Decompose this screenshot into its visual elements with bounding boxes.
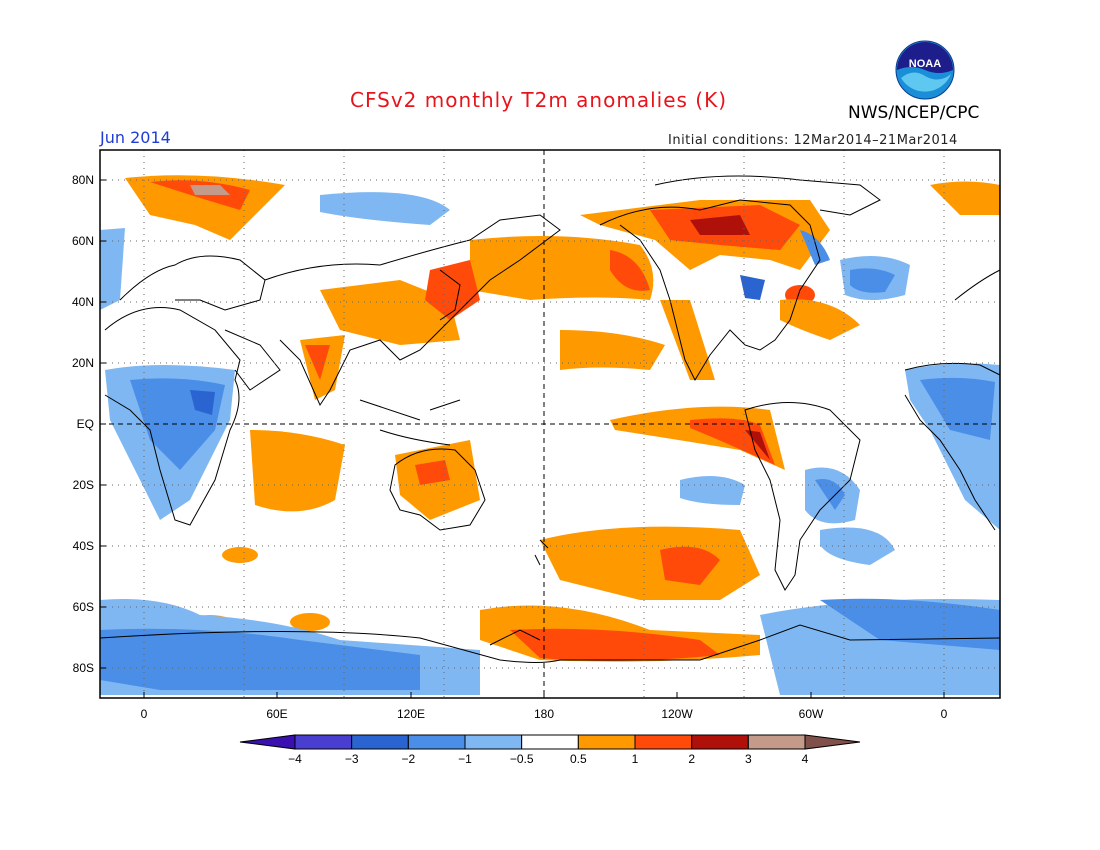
lat-label: 80S: [73, 661, 94, 675]
colorbar-segment: [407, 734, 466, 750]
equator-dateline: [100, 150, 1000, 698]
colorbar: −4 −3 −2 −1 −0.5 0.5 1 2 3 4: [239, 734, 861, 766]
lat-lon-grid: [100, 150, 1000, 698]
noaa-logo: NOAA: [895, 40, 955, 100]
lat-label: 40N: [72, 295, 94, 309]
lat-labels: 80N 60N 40N 20N EQ 20S 40S 60S 80S: [72, 173, 94, 675]
lat-label: EQ: [77, 417, 94, 431]
colorbar-segment: [294, 734, 353, 750]
colorbar-segment: [577, 734, 636, 750]
lat-label: 40S: [73, 539, 94, 553]
colorbar-label: −0.5: [510, 752, 534, 766]
agency-label: NWS/NCEP/CPC: [848, 103, 980, 123]
lat-label: 80N: [72, 173, 94, 187]
colorbar-segment: [634, 734, 693, 750]
colorbar-label: 4: [802, 752, 809, 766]
colorbar-max-arrow: [804, 734, 861, 750]
colorbar-label: 2: [688, 752, 695, 766]
colorbar-label: −3: [345, 752, 359, 766]
colorbar-min-arrow: [239, 734, 296, 750]
lat-label: 20S: [73, 478, 94, 492]
forecast-month: Jun 2014: [100, 128, 171, 147]
lon-label: 180: [534, 707, 554, 721]
anomaly-fields: [100, 175, 1000, 695]
colorbar-segment: [747, 734, 806, 750]
axis-ticks: [100, 179, 945, 698]
lon-label: 120E: [397, 707, 425, 721]
lon-label: 120W: [661, 707, 693, 721]
lon-label: 60E: [266, 707, 287, 721]
colorbar-label: −2: [401, 752, 415, 766]
lon-label: 60W: [799, 707, 824, 721]
colorbar-segment: [464, 734, 523, 750]
svg-text:NOAA: NOAA: [909, 58, 941, 70]
colorbar-label: 3: [745, 752, 752, 766]
lon-label: 0: [941, 707, 948, 721]
lat-label: 60S: [73, 600, 94, 614]
initial-conditions: Initial conditions: 12Mar2014–21Mar2014: [668, 133, 958, 148]
map-title: CFSv2 monthly T2m anomalies (K): [350, 88, 727, 112]
colorbar-label: 1: [632, 752, 639, 766]
colorbar-label: 0.5: [570, 752, 587, 766]
colorbar-segment: [521, 734, 579, 750]
colorbar-segment: [351, 734, 409, 750]
lon-labels: 0 60E 120E 180 120W 60W 0: [141, 707, 948, 721]
lat-label: 60N: [72, 234, 94, 248]
lon-label: 0: [141, 707, 148, 721]
lat-label: 20N: [72, 356, 94, 370]
colorbar-segment: [691, 734, 749, 750]
colorbar-label: −4: [288, 752, 302, 766]
coastlines: [99, 175, 1001, 663]
colorbar-label: −1: [458, 752, 472, 766]
